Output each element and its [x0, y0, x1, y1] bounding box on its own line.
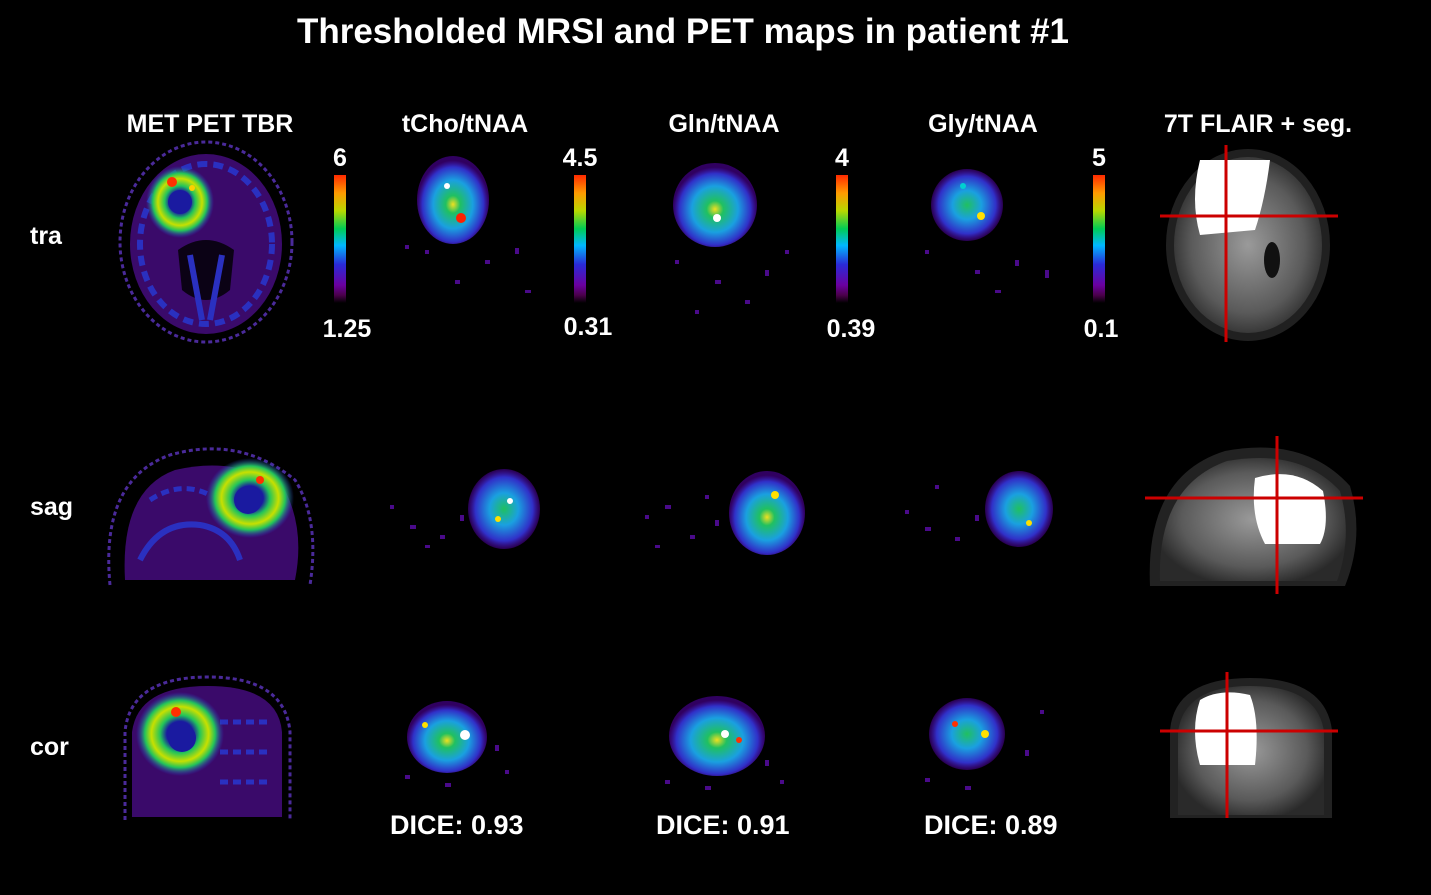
colorbar-gln — [836, 175, 848, 303]
colorbar-max-gly: 5 — [1092, 144, 1106, 172]
flair-sag-image — [1145, 436, 1365, 596]
colorbar-met-pet — [334, 175, 346, 303]
colorbar-gly — [1093, 175, 1105, 303]
column-header-flair: 7T FLAIR + seg. — [1163, 110, 1353, 138]
dice-gly: DICE: 0.89 — [924, 810, 1058, 840]
colorbar-max-met-pet: 6 — [333, 144, 347, 172]
gly-tra-image — [915, 150, 1065, 310]
pet-tra-image — [118, 140, 298, 345]
column-header-gly: Gly/tNAA — [928, 110, 1038, 138]
column-header-tcho: tCho/tNAA — [401, 110, 529, 138]
row-label-sag: sag — [30, 493, 74, 521]
colorbar-min-met-pet: 1.25 — [322, 315, 372, 343]
column-header-gln: Gln/tNAA — [668, 110, 780, 138]
tcho-cor-image — [395, 695, 525, 795]
gln-tra-image — [655, 150, 805, 330]
tcho-sag-image — [380, 465, 560, 565]
tcho-tra-image — [395, 150, 545, 300]
colorbar-min-tcho: 0.31 — [563, 313, 613, 341]
gly-sag-image — [895, 465, 1075, 565]
flair-cor-image — [1160, 670, 1340, 820]
dice-gln: DICE: 0.91 — [656, 810, 790, 840]
pet-cor-image — [120, 672, 295, 822]
colorbar-min-gln: 0.39 — [826, 315, 876, 343]
dice-tcho: DICE: 0.93 — [390, 810, 524, 840]
gln-sag-image — [635, 465, 815, 565]
figure-title: Thresholded MRSI and PET maps in patient… — [296, 12, 1070, 51]
colorbar-max-tcho: 4.5 — [562, 144, 598, 172]
gln-cor-image — [655, 690, 795, 800]
colorbar-min-gly: 0.1 — [1083, 315, 1119, 343]
colorbar-max-gln: 4 — [835, 144, 849, 172]
flair-tra-image — [1160, 140, 1340, 345]
row-label-cor: cor — [30, 733, 69, 761]
colorbar-tcho — [574, 175, 586, 303]
gly-cor-image — [915, 690, 1055, 800]
row-label-tra: tra — [30, 222, 62, 250]
pet-sag-image — [100, 440, 320, 590]
column-header-met-pet: MET PET TBR — [126, 110, 294, 138]
